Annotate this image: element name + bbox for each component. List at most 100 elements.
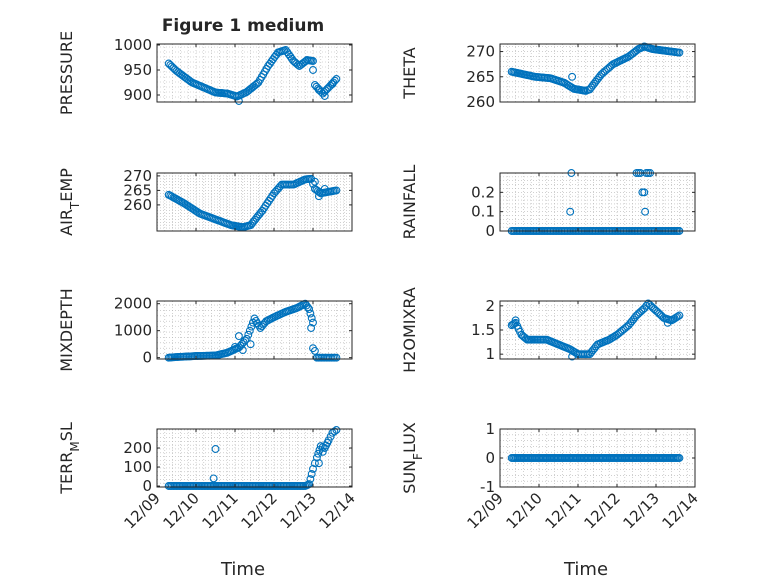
- terr_msl-axes-box: [156, 428, 353, 488]
- mixdepth-point: [244, 330, 253, 339]
- terr_msl-point: [307, 470, 316, 478]
- mixdepth-point: [245, 326, 254, 335]
- rainfall-point: [566, 207, 575, 216]
- h2omixra-point: [511, 316, 520, 325]
- air_temp-point: [332, 186, 341, 195]
- pressure-axes-box: [156, 43, 353, 103]
- terr_msl-ylabel: TERRMSL: [57, 422, 82, 495]
- xlabel-right: Time: [563, 559, 608, 580]
- panel-theta: 260 265 270 THETA: [400, 42, 696, 111]
- pressure-point: [320, 92, 329, 100]
- theta-ylabel: THETA: [400, 47, 419, 99]
- mixdepth-ytick-label: 2000: [114, 295, 152, 313]
- mixdepth-plot-area: [157, 301, 352, 359]
- mixdepth-point: [238, 346, 247, 355]
- figure-title: Figure 1 medium: [162, 16, 324, 36]
- air_temp-point: [309, 179, 317, 188]
- mixdepth-axes-box: [156, 300, 353, 360]
- mixdepth-point: [231, 342, 239, 351]
- mixdepth-point: [305, 305, 314, 314]
- air_temp-ytick-label: 265: [123, 181, 152, 199]
- mixdepth-ytick-label: 0: [142, 349, 152, 367]
- panel-h2omixra: 1 1.5 2 H2OMIXRA: [400, 287, 696, 373]
- mixdepth-point: [332, 353, 341, 362]
- terr_msl-ytick-label: 200: [123, 439, 152, 457]
- h2omixra-point: [663, 318, 672, 327]
- mixdepth-point: [234, 332, 243, 341]
- terr_msl-point: [306, 475, 315, 484]
- mixdepth-point: [241, 336, 250, 345]
- rainfall-plot-area: [500, 173, 695, 231]
- terr_msl-point: [326, 432, 335, 441]
- mixdepth-point: [306, 309, 315, 318]
- air_temp-ylabel: AIRTEMP: [57, 168, 82, 236]
- sun_flux-ytick-label: -1: [480, 478, 495, 496]
- pressure-point: [314, 86, 323, 94]
- pressure-ytick-label: 1000: [114, 36, 152, 54]
- theta-axes-box: [499, 43, 696, 103]
- panel-terr_msl: 12/0912/1012/1112/1212/1312/140100200TER…: [57, 422, 359, 532]
- theta-ytick-label: 270: [466, 43, 495, 61]
- h2omixra-ytick-label: 2: [485, 297, 495, 315]
- mixdepth-point: [246, 340, 255, 349]
- h2omixra-ytick-label: 1.5: [471, 321, 495, 339]
- terr_msl-plot-area: [157, 429, 352, 487]
- mixdepth-point: [309, 344, 317, 353]
- theta-ytick-label: 265: [466, 68, 495, 86]
- pressure-ytick-label: 950: [123, 61, 152, 79]
- mixdepth-point: [242, 334, 251, 343]
- air_temp-point: [310, 177, 319, 186]
- pressure-point: [328, 80, 337, 88]
- mixdepth-point: [307, 324, 316, 332]
- h2omixra-point: [568, 352, 577, 361]
- rainfall-point: [641, 207, 650, 216]
- theta-point: [675, 48, 684, 57]
- air_temp-axes-box: [156, 172, 353, 232]
- sun_flux-ytick-label: 0: [485, 449, 495, 467]
- h2omixra-ytick-label: 1: [485, 345, 495, 363]
- air_temp-point: [314, 192, 323, 201]
- rainfall-ytick-label: 0.2: [471, 183, 495, 201]
- theta-ytick-label: 260: [466, 93, 495, 111]
- h2omixra-point: [640, 304, 649, 313]
- terr_msl-point: [332, 426, 341, 434]
- rainfall-ytick-label: 0: [485, 222, 495, 240]
- terr_msl-point: [318, 447, 327, 456]
- terr_msl-point: [211, 445, 220, 453]
- theta-point: [579, 86, 588, 95]
- panel-mixdepth: 0 1000 2000 MIXDEPTH: [57, 288, 353, 372]
- mixdepth-ylabel: MIXDEPTH: [57, 288, 76, 371]
- sun_flux-point: [675, 454, 684, 462]
- theta-point: [568, 72, 577, 81]
- terr_msl-ytick-label: 0: [142, 477, 152, 495]
- h2omixra-point: [673, 312, 682, 321]
- panel-rainfall: 00.1 0.2 RAINFALL: [400, 165, 696, 240]
- mixdepth-point: [309, 318, 317, 327]
- sun_flux-ytick-label: 1: [485, 420, 495, 438]
- terr_msl-point: [314, 459, 323, 468]
- mixdepth-point: [247, 322, 256, 331]
- terr_msl-point: [314, 449, 323, 458]
- rainfall-ytick-label: 0.1: [471, 203, 495, 221]
- h2omixra-point: [675, 311, 684, 320]
- h2omixra-ylabel: H2OMIXRA: [400, 287, 419, 373]
- sun_flux-ylabel: SUNFLUX: [400, 422, 425, 494]
- air_temp-point: [320, 184, 329, 193]
- pressure-point: [309, 66, 317, 74]
- rainfall-axes-box: [499, 172, 696, 232]
- panel-pressure: 900 950 1000 PRESSURE: [57, 31, 353, 115]
- terr_msl-point: [330, 427, 339, 436]
- rainfall-point: [640, 188, 649, 197]
- pressure-ytick-label: 900: [123, 86, 152, 104]
- pressure-point: [332, 75, 341, 83]
- air_temp-ytick-label: 270: [123, 167, 152, 185]
- rainfall-ylabel: RAINFALL: [400, 165, 419, 240]
- xlabel-left: Time: [220, 559, 265, 580]
- terr_msl-point: [209, 474, 218, 483]
- air_temp-ytick-label: 260: [123, 196, 152, 214]
- terr_msl-point: [309, 464, 317, 473]
- pressure-ylabel: PRESSURE: [57, 31, 76, 115]
- mixdepth-point: [307, 314, 316, 323]
